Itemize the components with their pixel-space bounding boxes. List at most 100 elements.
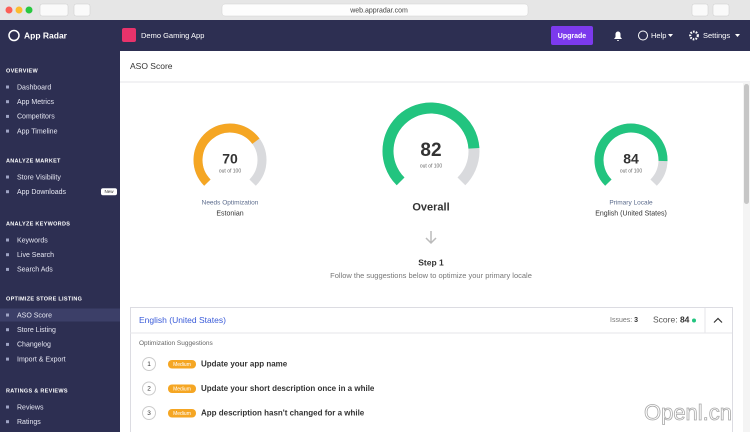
gauge-status: Primary Locale (609, 200, 653, 207)
app-name[interactable]: Demo Gaming App (141, 31, 204, 40)
step-circle (142, 381, 156, 396)
item-bullet (6, 129, 9, 133)
item-bullet (6, 267, 9, 271)
priority: Medium (173, 362, 191, 368)
sidebar-item[interactable]: App Downloads (17, 189, 67, 196)
priority-badge (168, 409, 196, 418)
section-title: ANALYZE KEYWORDS (6, 221, 70, 227)
suggestion[interactable]: Update your app name (201, 360, 288, 369)
zoom-button[interactable] (25, 6, 33, 14)
sidebar-item[interactable]: Reviews (17, 404, 44, 411)
priority-badge (168, 384, 196, 393)
sidebar-item[interactable]: App Metrics (17, 99, 54, 106)
app-header (0, 20, 750, 51)
sidebar-item[interactable]: Keywords (17, 237, 48, 244)
gauge-score: 84 (623, 151, 639, 167)
issues-count: 3 (634, 317, 638, 324)
sidebar-item[interactable]: Store Listing (17, 327, 56, 334)
suggestion[interactable]: App description hasn't changed for a whi… (201, 409, 365, 418)
settings[interactable]: Settings (703, 31, 730, 40)
bell-icon[interactable] (614, 31, 622, 42)
step-number: 1 (147, 361, 151, 368)
step-text: Follow the suggestions below to optimize… (330, 271, 532, 280)
app-icon (122, 28, 136, 42)
share-button[interactable] (691, 3, 709, 17)
step-number: 2 (147, 386, 151, 393)
sidebar-item[interactable]: App Timeline (17, 128, 58, 135)
close-button[interactable] (5, 6, 13, 14)
scrollbar (743, 82, 750, 432)
sidebar-item[interactable]: Competitors (17, 114, 55, 121)
item-bullet (6, 313, 9, 317)
gauge-score: 70 (222, 151, 238, 167)
score-dot (692, 318, 696, 323)
card-locale[interactable]: English (United States) (139, 315, 226, 325)
section-title: Optimization Suggestions (139, 340, 213, 347)
arrow-down (425, 231, 437, 245)
priority: Medium (173, 386, 191, 392)
section-title: OPTIMIZE STORE LISTING (6, 296, 82, 302)
locale-card (130, 307, 733, 432)
badge-label: New (104, 189, 114, 194)
sidebar-toggle[interactable] (73, 3, 91, 17)
section-title: OVERVIEW (6, 68, 38, 74)
sidebar (0, 51, 120, 432)
priority-badge (168, 360, 196, 369)
scroll-thumb[interactable] (744, 84, 749, 204)
issues-label: Issues: (610, 317, 632, 324)
gauge-arc (594, 123, 668, 186)
help[interactable]: Help (651, 31, 666, 40)
sidebar-item[interactable]: ASO Score (17, 312, 52, 319)
score-value: 84 (680, 315, 690, 325)
issues: Issues: 3 (610, 317, 638, 324)
sidebar-item[interactable]: Import & Export (17, 356, 66, 363)
active-item (0, 308, 120, 322)
priority: Medium (173, 411, 191, 417)
badge (101, 188, 117, 196)
step-circle (142, 357, 156, 371)
logo-icon (8, 29, 20, 42)
watermark: Openl.cn (644, 400, 732, 425)
item-bullet (6, 253, 9, 257)
gauge-arc (382, 102, 480, 186)
gauge-locale: English (United States) (595, 210, 667, 217)
sidebar-item[interactable]: Ratings (17, 419, 41, 426)
sidebar-item[interactable]: Changelog (17, 342, 51, 349)
page-title: ASO Score (130, 61, 173, 71)
gauge-max: out of 100 (420, 163, 442, 169)
logo[interactable]: App Radar (24, 30, 68, 40)
step-circle (142, 406, 156, 420)
sidebar-item[interactable]: Dashboard (17, 84, 51, 91)
item-bullet (6, 405, 9, 409)
tabs-button[interactable] (712, 3, 730, 17)
step-number: 3 (147, 410, 151, 417)
item-bullet (6, 357, 9, 361)
gauge-score: 82 (420, 140, 441, 161)
url-bar[interactable] (221, 3, 529, 17)
item-bullet (6, 114, 9, 118)
upgrade-button[interactable] (551, 26, 593, 45)
suggestion[interactable]: Update your short description once in a … (201, 384, 375, 393)
caret (668, 34, 673, 37)
score-label: Score: (653, 315, 678, 325)
sidebar-item[interactable]: Store Visibility (17, 174, 61, 181)
gauge-label: Overall (412, 201, 449, 213)
sidebar-item[interactable]: Search Ads (17, 267, 53, 274)
score: Score: 84 (653, 315, 690, 325)
item-bullet (6, 85, 9, 89)
step-title: Step 1 (418, 257, 444, 267)
item-bullet (6, 100, 9, 104)
section-title: RATINGS & REVIEWS (6, 388, 68, 394)
nav-buttons[interactable] (39, 3, 69, 17)
item-bullet (6, 238, 9, 242)
item-bullet (6, 190, 9, 194)
sidebar-item[interactable]: Live Search (17, 252, 54, 259)
minimize-button[interactable] (15, 6, 23, 14)
collapse-button[interactable] (713, 317, 723, 323)
gauge-arc (193, 123, 260, 186)
caret (735, 34, 740, 37)
gauge-max: out of 100 (620, 169, 642, 175)
help-icon (638, 30, 648, 41)
gauge-status: Needs Optimization (202, 200, 259, 207)
